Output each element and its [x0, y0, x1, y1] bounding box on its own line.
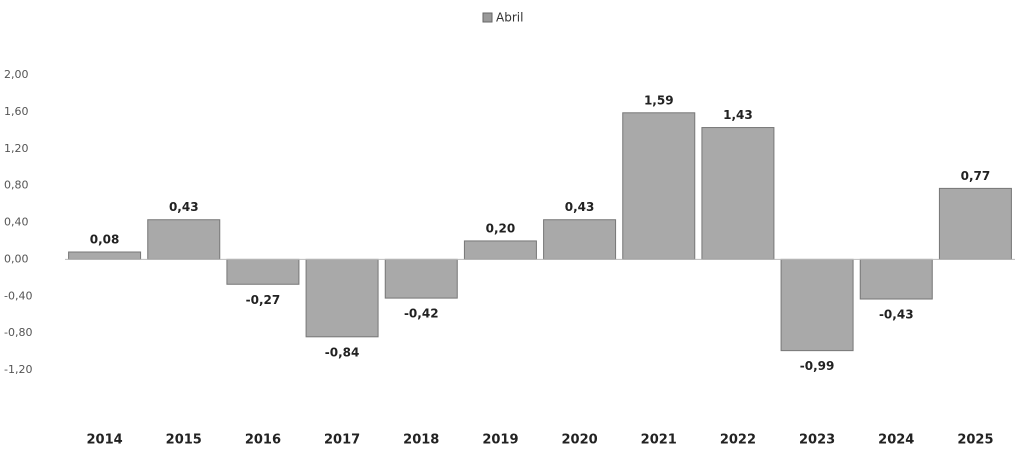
x-tick-label: 2020: [561, 433, 597, 448]
y-tick-label: 0,40: [4, 216, 29, 229]
y-tick-label: -1,20: [4, 363, 32, 376]
bar: [147, 219, 221, 260]
value-label: 0,08: [90, 233, 120, 247]
bar: [859, 258, 933, 300]
value-label: 1,59: [644, 93, 674, 107]
x-tick-label: 2017: [324, 433, 360, 448]
x-tick-label: 2023: [799, 433, 835, 448]
value-label: -0,84: [325, 345, 360, 359]
y-tick-label: 0,00: [4, 252, 29, 265]
x-tick-label: 2018: [403, 433, 439, 448]
value-label: 0,43: [565, 200, 595, 214]
x-tick-label: 2019: [482, 433, 518, 448]
bar: [463, 240, 537, 260]
y-tick-label: -0,80: [4, 326, 32, 339]
bar: [780, 258, 854, 352]
x-tick-label: 2015: [166, 433, 202, 448]
x-tick-label: 2022: [720, 433, 756, 448]
bar: [543, 219, 617, 260]
x-tick-label: 2021: [641, 433, 677, 448]
x-tick-label: 2014: [86, 433, 122, 448]
value-label: 0,77: [961, 169, 991, 183]
value-label: -0,42: [404, 307, 439, 321]
y-tick-label: 2,00: [4, 68, 29, 81]
y-tick-label: -0,40: [4, 289, 32, 302]
value-label: 0,20: [486, 221, 516, 235]
value-label: 1,43: [723, 108, 753, 122]
bar: [68, 251, 142, 260]
y-tick-label: 0,80: [4, 179, 29, 192]
value-label: -0,27: [246, 293, 281, 307]
y-tick-label: 1,60: [4, 105, 29, 118]
x-tick-label: 2025: [957, 433, 993, 448]
bar: [938, 187, 1012, 260]
bar: [384, 258, 458, 299]
x-tick-label: 2016: [245, 433, 281, 448]
value-label: -0,43: [879, 308, 914, 322]
bar: [701, 127, 775, 260]
bar: [305, 258, 379, 338]
legend-label: Abril: [496, 11, 523, 25]
bar: [226, 258, 300, 285]
value-label: 0,43: [169, 200, 199, 214]
bar: [622, 112, 696, 260]
x-tick-label: 2024: [878, 433, 914, 448]
y-tick-label: 1,20: [4, 142, 29, 155]
legend-swatch: [482, 12, 493, 23]
value-label: -0,99: [800, 359, 835, 373]
